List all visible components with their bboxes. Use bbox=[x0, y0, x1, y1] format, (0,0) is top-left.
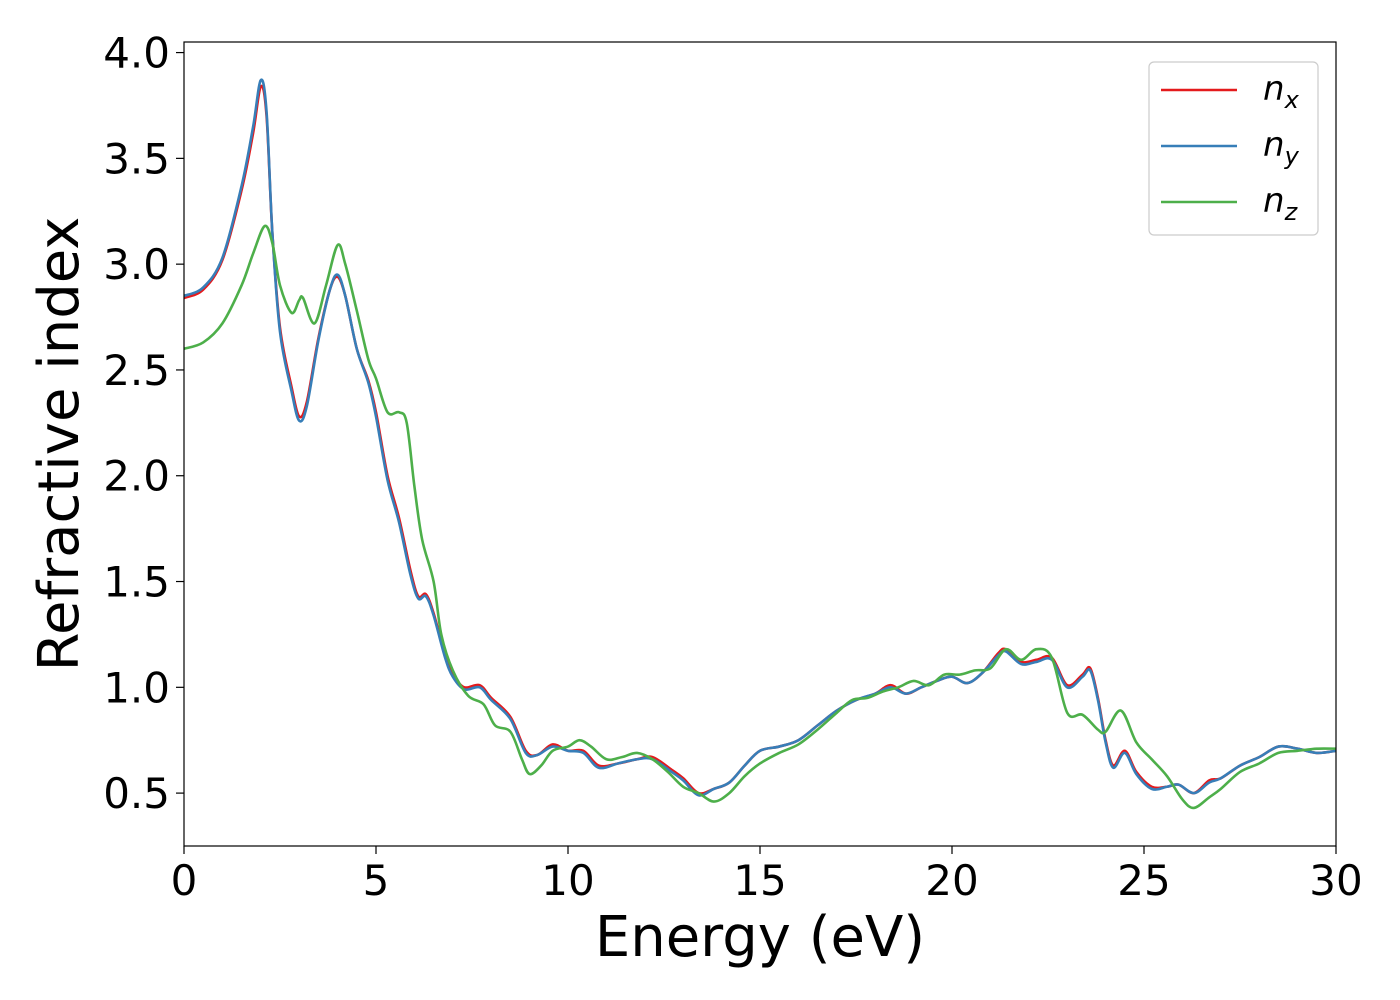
legend-label-y: ny bbox=[1263, 125, 1300, 170]
x-axis-label: Energy (eV) bbox=[595, 905, 925, 970]
legend-label-z: nz bbox=[1263, 181, 1299, 226]
x-tick-label: 30 bbox=[1309, 856, 1362, 905]
legend-label-x: nx bbox=[1263, 69, 1300, 114]
y-tick-label: 3.0 bbox=[103, 240, 170, 289]
y-axis-label: Refractive index bbox=[27, 217, 92, 672]
series-line-z bbox=[183, 224, 1337, 810]
y-axis-ticks: 0.5 1.0 1.5 2.0 2.5 3.0 3.5 4.0 bbox=[103, 29, 184, 818]
x-tick-label: 0 bbox=[171, 856, 198, 905]
x-tick-label: 10 bbox=[541, 856, 594, 905]
legend: nx ny nz bbox=[1148, 61, 1319, 236]
x-axis-ticks: 0 5 10 15 20 25 30 bbox=[171, 846, 1363, 905]
x-tick-label: 20 bbox=[925, 856, 978, 905]
y-tick-label: 2.0 bbox=[103, 452, 170, 501]
series-layer bbox=[183, 78, 1337, 810]
y-tick-label: 1.0 bbox=[103, 663, 170, 712]
y-tick-label: 2.5 bbox=[103, 346, 170, 395]
y-tick-label: 0.5 bbox=[103, 769, 170, 818]
y-tick-label: 4.0 bbox=[103, 29, 170, 78]
y-tick-label: 3.5 bbox=[103, 134, 170, 183]
x-tick-label: 15 bbox=[733, 856, 786, 905]
y-tick-label: 1.5 bbox=[103, 558, 170, 607]
legend-box bbox=[1148, 61, 1319, 236]
x-tick-label: 5 bbox=[363, 856, 390, 905]
x-tick-label: 25 bbox=[1117, 856, 1170, 905]
